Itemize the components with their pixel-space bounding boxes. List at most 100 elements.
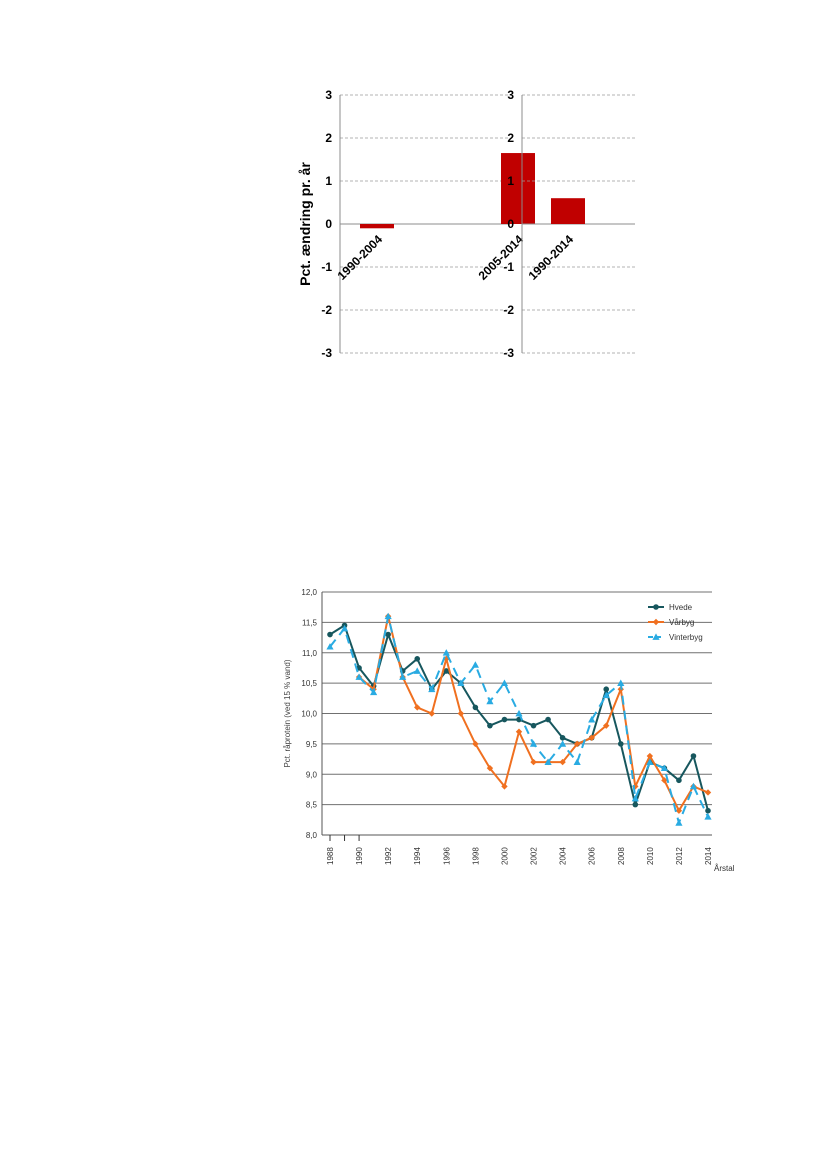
data-point-vinterbyg	[602, 691, 610, 699]
data-point-vårbyg	[472, 740, 479, 748]
data-point-hvede	[690, 753, 697, 759]
x-tick-label: 2000	[500, 847, 509, 865]
data-point-vinterbyg	[399, 673, 407, 680]
y-tick-label: 1	[325, 174, 332, 188]
x-tick-label: 2002	[530, 847, 539, 865]
x-tick-label: 2012	[675, 847, 684, 865]
y-axis-title: Pct. råprotein (ved 15 % vand)	[283, 659, 292, 767]
data-point-hvede	[705, 807, 711, 814]
y-tick-label: 9,5	[306, 740, 318, 749]
data-point-vinterbyg	[326, 643, 334, 650]
x-tick-label: 2010	[646, 847, 655, 865]
data-point-vinterbyg	[486, 697, 494, 705]
bar	[501, 153, 535, 224]
y-tick-label: 10,5	[301, 679, 317, 688]
y-axis-title: Pct. ændring pr. år	[297, 162, 313, 286]
data-point-vinterbyg	[660, 764, 668, 772]
y-tick-label: -2	[321, 303, 332, 317]
legend-label: Vinterbyg	[669, 633, 703, 642]
data-point-hvede	[443, 668, 450, 674]
data-point-vårbyg	[515, 728, 523, 735]
y-tick-label: 9,0	[306, 770, 318, 779]
x-tick-label: 2008	[617, 847, 626, 865]
data-point-vinterbyg	[559, 740, 567, 747]
data-point-vinterbyg	[646, 758, 654, 765]
data-point-vinterbyg	[442, 649, 450, 656]
data-point-vinterbyg	[675, 819, 683, 826]
y-tick-label: -1	[321, 260, 332, 274]
y-tick-label: -2	[503, 303, 514, 317]
data-point-vårbyg	[414, 704, 421, 711]
data-point-vårbyg	[428, 710, 435, 717]
data-point-vårbyg	[652, 618, 660, 626]
data-point-vinterbyg	[471, 661, 479, 668]
y-tick-label: -3	[321, 346, 332, 360]
legend-label: Vårbyg	[669, 618, 694, 627]
bar	[360, 224, 394, 229]
data-point-vårbyg	[573, 740, 581, 748]
data-point-vårbyg	[704, 789, 712, 796]
data-point-vinterbyg	[529, 740, 538, 747]
data-point-vinterbyg	[689, 782, 698, 790]
y-tick-label: 8,5	[306, 801, 318, 810]
x-tick-label: 1992	[384, 847, 393, 865]
x-tick-label: 2014	[704, 847, 713, 865]
y-tick-label: 3	[507, 88, 514, 102]
x-axis-title: Årstal	[714, 864, 735, 873]
data-point-hvede	[653, 604, 659, 610]
legend-label: Hvede	[669, 603, 693, 612]
x-tick-label: 1996	[442, 847, 451, 865]
data-point-vårbyg	[457, 710, 465, 717]
data-point-vinterbyg	[384, 612, 392, 620]
data-point-hvede	[472, 704, 479, 711]
x-tick-label: 2004	[559, 847, 568, 865]
y-tick-label: -1	[503, 260, 514, 274]
data-point-hvede	[559, 735, 566, 741]
x-tick-label: 1988	[326, 847, 335, 865]
x-tick-label: 1990	[355, 847, 364, 865]
data-point-vinterbyg	[457, 679, 465, 687]
y-tick-label: 0	[507, 217, 514, 231]
data-point-vårbyg	[530, 758, 537, 766]
y-tick-label: 2	[507, 131, 514, 145]
data-point-vinterbyg	[500, 679, 509, 687]
data-point-vinterbyg	[370, 688, 378, 696]
line-chart-svg: 8,0 8,5 9,0 9,5 10,0 10,5 11,0 11,5 12,0 Pct. råp…	[283, 588, 735, 873]
data-point-vinterbyg	[652, 633, 660, 640]
x-tick-label: 1994	[413, 847, 422, 865]
data-point-vinterbyg	[544, 758, 552, 765]
data-point-hvede	[617, 741, 624, 747]
data-point-hvede	[487, 722, 493, 729]
x-category-label: 1990-2014	[526, 232, 577, 283]
data-point-hvede	[327, 631, 333, 638]
data-point-vinterbyg	[631, 794, 639, 802]
y-tick-label: 12,0	[301, 588, 317, 597]
y-tick-label: 1	[507, 174, 514, 188]
y-tick-label: -3	[503, 346, 514, 360]
y-tick-label: 11,5	[302, 618, 318, 627]
data-point-hvede	[632, 801, 639, 808]
line-chart-figure: 8,0 8,5 9,0 9,5 10,0 10,5 11,0 11,5 12,0 Pct. råp…	[270, 580, 740, 875]
data-point-hvede	[545, 716, 551, 723]
data-point-hvede	[530, 722, 537, 729]
y-tick-label: 11,0	[302, 649, 318, 658]
data-point-hvede	[414, 656, 421, 662]
y-tick-label: 2	[325, 131, 332, 145]
y-tick-label: 10,0	[301, 710, 317, 719]
data-point-vinterbyg	[515, 709, 523, 717]
data-point-hvede	[501, 716, 508, 723]
y-tick-label: 8,0	[306, 831, 318, 840]
data-point-vinterbyg	[413, 667, 421, 674]
x-category-label: 1990-2004	[335, 232, 386, 283]
x-tick-label: 2006	[588, 847, 597, 865]
x-tick-label: 1998	[471, 847, 480, 865]
bar	[551, 198, 585, 224]
y-tick-label: 0	[325, 217, 332, 231]
data-point-vinterbyg	[428, 685, 436, 693]
data-point-vinterbyg	[704, 813, 712, 820]
data-point-vinterbyg	[355, 673, 363, 680]
data-point-vinterbyg	[588, 715, 596, 723]
x-category-label: 2005-2014	[476, 232, 527, 283]
data-point-vinterbyg	[340, 624, 349, 632]
